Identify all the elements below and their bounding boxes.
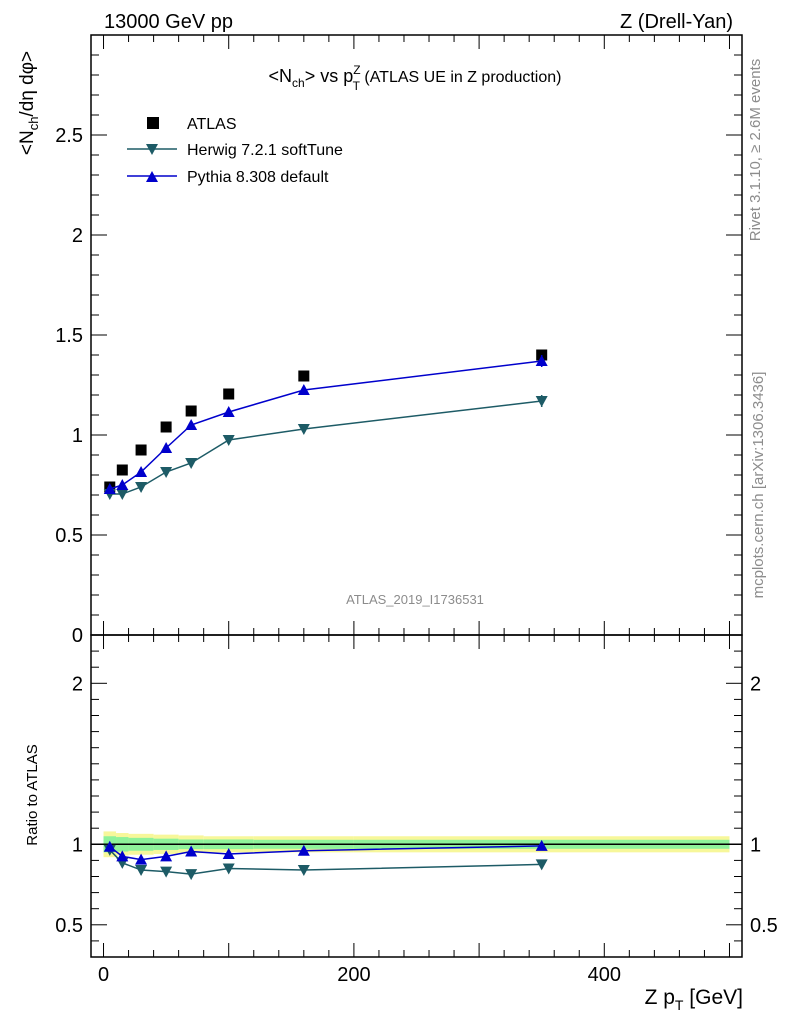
- mcplots-reference-text: mcplots.cern.ch [arXiv:1306.3436]: [750, 372, 767, 599]
- tick-label: 0: [72, 625, 83, 647]
- tick-label: 0.5: [55, 915, 83, 937]
- x-axis-label: Z pT [GeV]: [645, 986, 743, 1013]
- ratio-point-pythia: [116, 850, 129, 862]
- tick-label: 200: [337, 964, 370, 986]
- ratio-point-pythia: [535, 839, 548, 851]
- ratio-point-herwig: [222, 863, 235, 875]
- legend-herwig-label: Herwig 7.2.1 softTune: [187, 142, 343, 159]
- ratio-point-herwig: [297, 865, 310, 877]
- main-point-atlas: [160, 421, 172, 433]
- tick-label: 0.5: [750, 915, 778, 937]
- main-point-atlas: [185, 405, 197, 417]
- main-point-pythia: [160, 442, 173, 453]
- tick-label: 2: [72, 673, 83, 695]
- main-point-pythia: [116, 479, 129, 490]
- main-point-pythia: [222, 406, 235, 417]
- main-point-atlas: [135, 444, 147, 456]
- tick-label: 1: [750, 834, 761, 856]
- main-series: [103, 349, 548, 500]
- ratio-point-pythia: [185, 845, 198, 857]
- legend-pythia-label: Pythia 8.308 default: [187, 169, 329, 186]
- ratio-point-herwig: [160, 866, 173, 878]
- ratio-panel-frame: [90, 634, 743, 958]
- tick-label: 2: [750, 673, 761, 695]
- main-point-atlas: [116, 464, 128, 476]
- main-point-pythia: [535, 355, 548, 366]
- main-point-pythia: [135, 466, 148, 477]
- tick-label: 400: [588, 964, 621, 986]
- main-series-herwig: [103, 395, 548, 500]
- main-line-herwig: [109, 400, 542, 495]
- main-point-herwig: [185, 458, 198, 469]
- ratio-point-pythia: [297, 844, 310, 856]
- ratio-series-pythia: [103, 839, 548, 865]
- header-right: Z (Drell-Yan): [620, 11, 733, 33]
- ratio-point-herwig: [185, 869, 198, 881]
- main-y-axis-label: <Nch/dη dφ>: [17, 51, 41, 155]
- main-series-pythia: [103, 355, 548, 494]
- main-line-pythia: [109, 360, 542, 490]
- tick-label: 2: [72, 225, 83, 247]
- legend-atlas-label: ATLAS: [187, 116, 237, 133]
- ratio-point-pythia: [135, 853, 148, 865]
- main-point-herwig: [135, 482, 148, 493]
- main-point-atlas: [223, 388, 235, 400]
- main-point-pythia: [103, 483, 116, 494]
- ratio-point-pythia: [103, 840, 116, 852]
- ratio-point-herwig: [535, 859, 548, 871]
- axis-ticks: 0 200 400 0 0.5 1 1.5 2 2.5 0.5 0.5 1 1 2 2: [55, 35, 778, 986]
- main-point-herwig: [297, 424, 310, 435]
- header-left: 13000 GeV pp: [104, 11, 233, 33]
- tick-label: 1.5: [55, 325, 83, 347]
- tick-label: 0: [98, 964, 109, 986]
- ratio-point-pythia: [222, 847, 235, 859]
- main-point-herwig: [222, 435, 235, 446]
- legend-pythia-marker: [146, 171, 158, 182]
- main-point-pythia: [185, 419, 198, 430]
- ratio-point-pythia: [160, 850, 173, 862]
- tick-label: 1: [72, 834, 83, 856]
- legend-herwig-marker: [146, 144, 158, 155]
- tick-label: 0.5: [55, 525, 83, 547]
- main-point-pythia: [297, 384, 310, 395]
- analysis-watermark: ATLAS_2019_I1736531: [346, 592, 484, 607]
- main-point-herwig: [116, 489, 129, 500]
- ratio-y-axis-label: Ratio to ATLAS: [24, 744, 41, 845]
- tick-label: 1: [72, 425, 83, 447]
- main-point-herwig: [535, 396, 548, 407]
- tick-label: 2.5: [55, 125, 83, 147]
- main-point-herwig: [160, 467, 173, 478]
- ratio-line-herwig: [109, 849, 542, 875]
- main-point-atlas: [298, 370, 310, 382]
- legend-atlas-marker: [147, 117, 159, 129]
- ratio-point-herwig: [135, 865, 148, 877]
- ratio-series: [103, 839, 548, 881]
- legend: ATLAS Herwig 7.2.1 softTune Pythia 8.308…: [127, 116, 343, 186]
- plot-title: <Nch> vs pZ T (ATLAS UE in Z production): [269, 63, 562, 93]
- rivet-version-text: Rivet 3.1.10, ≥ 2.6M events: [747, 59, 764, 242]
